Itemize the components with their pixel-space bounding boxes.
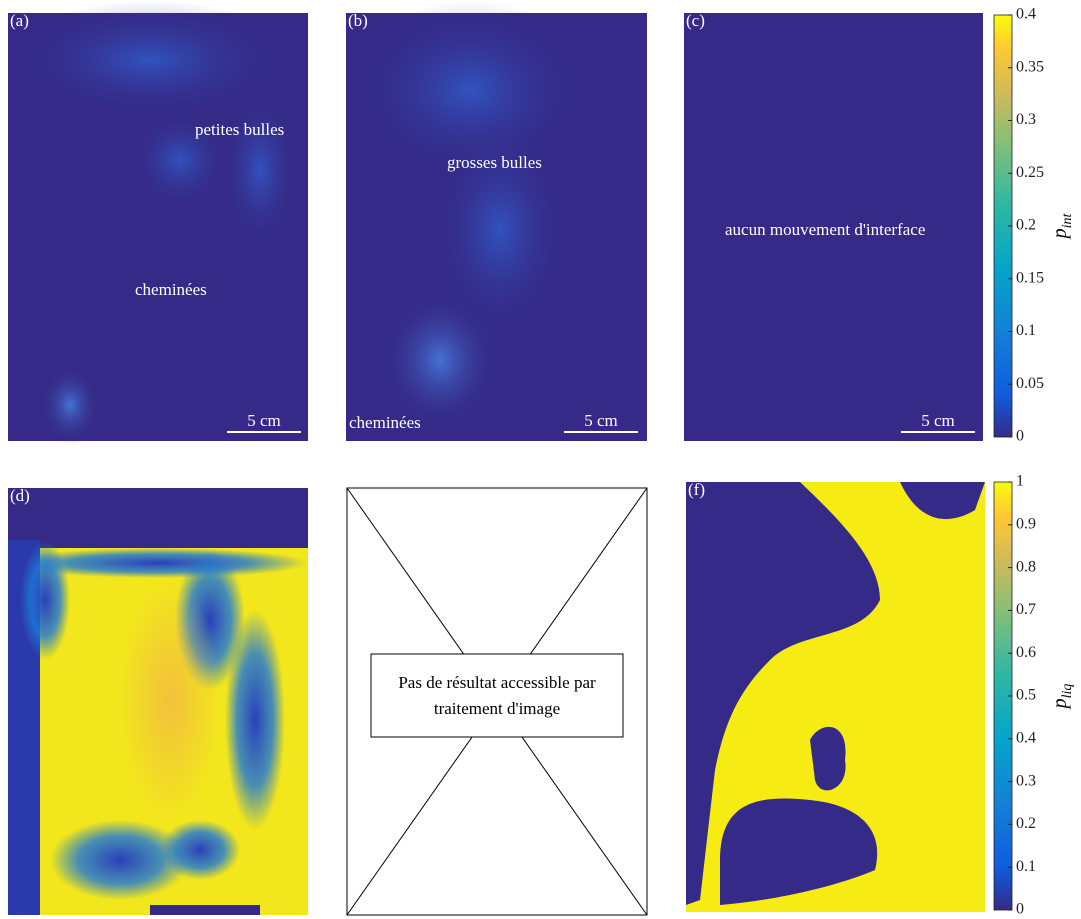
panel-e: Pas de résultat accessible par traitemen… — [346, 487, 648, 916]
panel-label: (d) — [10, 486, 30, 505]
annotation: petites bulles — [195, 120, 284, 139]
colorbar-label: pint — [1049, 213, 1075, 241]
panel-label: (b) — [348, 11, 368, 30]
colorbar-tick-label: 1 — [1016, 473, 1024, 490]
colorbar-label-subscript: int — [1060, 213, 1075, 229]
colorbar-tick-label: 0.3 — [1016, 111, 1036, 128]
panel-label: (a) — [10, 11, 29, 30]
colorbar-tick-label: 0.05 — [1016, 375, 1044, 392]
colorbar-tick-label: 0.3 — [1016, 772, 1036, 789]
panel-f: (f) — [686, 480, 985, 912]
colorbar-tick-label: 0.9 — [1016, 515, 1036, 532]
colorbar-tick-label: 0.1 — [1016, 858, 1036, 875]
colorbar-tick-label: 0 — [1016, 428, 1024, 445]
panel-label: (c) — [686, 11, 705, 30]
colorbar-tick-label: 0.2 — [1016, 815, 1036, 832]
note: Pas de résultat accessible par — [398, 673, 596, 692]
scale-bar-label: 5 cm — [921, 411, 955, 430]
colorbar-label-symbol: p — [1049, 698, 1071, 710]
colorbar-tick-label: 0.25 — [1016, 164, 1044, 181]
note: traitement d'image — [434, 699, 560, 718]
scale-bar-label: 5 cm — [584, 411, 618, 430]
colorbar-tick-label: 0.4 — [1016, 729, 1036, 746]
colorbar-tick-label: 0 — [1016, 901, 1024, 918]
colorbar-tick-label: 0.15 — [1016, 269, 1044, 286]
colorbar-label-subscript: liq — [1060, 684, 1075, 699]
colorbar-tick-label: 0.8 — [1016, 558, 1036, 575]
annotation: cheminées — [135, 280, 207, 299]
colorbar-label-symbol: p — [1049, 228, 1071, 240]
panel-a: (a) petites bulles cheminées 5 cm — [8, 0, 308, 445]
colorbar-tick-label: 0.7 — [1016, 601, 1036, 618]
scale-bar-label: 5 cm — [247, 411, 281, 430]
panel-c: (c) aucun mouvement d'interface 5 cm — [684, 11, 983, 441]
colorbar-tick-label: 0.4 — [1016, 6, 1036, 23]
colorbar-tick-label: 0.2 — [1016, 217, 1036, 234]
colorbar-label: pliq — [1049, 684, 1075, 711]
panel-label: (f) — [688, 480, 705, 499]
panel-d: (d) — [8, 486, 308, 915]
colorbar-tick-label: 0.6 — [1016, 644, 1036, 661]
panel-b: (b) grosses bulles cheminées 5 cm — [346, 0, 647, 441]
colorbar-tick-label: 0.35 — [1016, 58, 1044, 75]
annotation: aucun mouvement d'interface — [725, 220, 925, 239]
annotation: cheminées — [349, 413, 421, 432]
colorbar-tick-label: 0.5 — [1016, 687, 1036, 704]
annotation: grosses bulles — [447, 153, 542, 172]
colorbar-tick-label: 0.1 — [1016, 322, 1036, 339]
